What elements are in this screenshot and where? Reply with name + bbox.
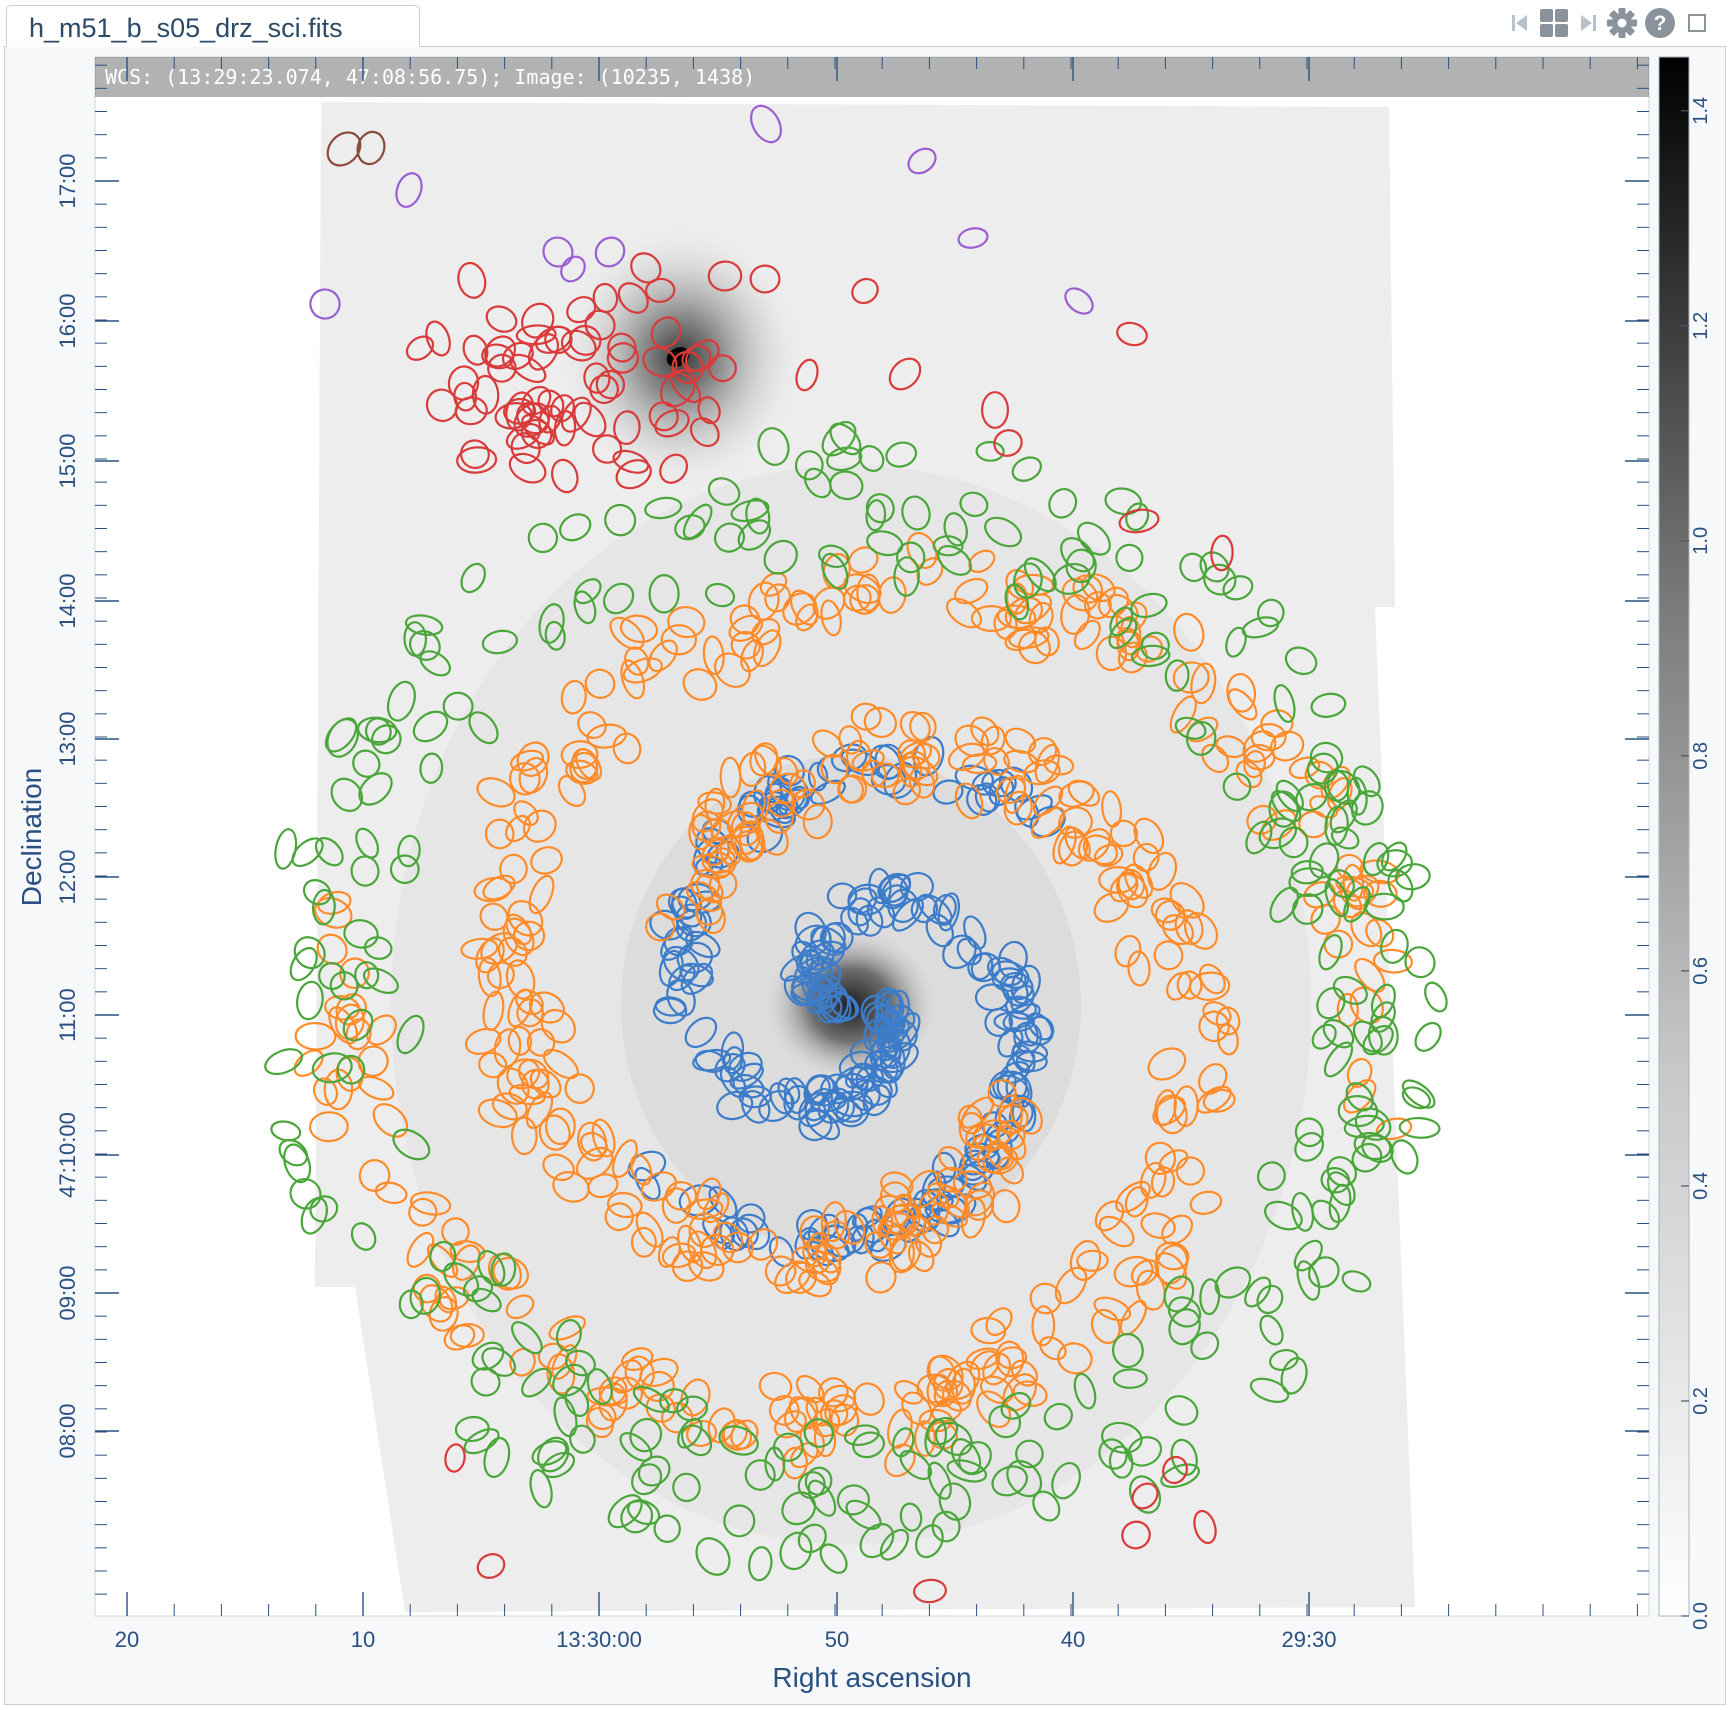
colorbar-tick-label: 0.4 xyxy=(1690,1172,1712,1200)
image-plot: WCS: (13:29:23.074, 47:08:56.75); Image:… xyxy=(5,47,1727,1706)
skip-back-icon[interactable] xyxy=(1506,4,1534,42)
view-toolbar: ? xyxy=(1506,4,1730,42)
x-tick-label: 40 xyxy=(1061,1627,1085,1652)
colorbar-tick-label: 0.6 xyxy=(1690,957,1712,985)
colorbar-tick-label: 0.0 xyxy=(1690,1602,1712,1630)
y-tick-label: 13:00 xyxy=(55,711,80,766)
x-tick-label: 13:30:00 xyxy=(556,1627,642,1652)
image-tab[interactable]: h_m51_b_s05_drz_sci.fits xyxy=(6,5,420,47)
y-tick-label: 16:00 xyxy=(55,293,80,348)
colorbar-tick-label: 0.8 xyxy=(1690,742,1712,770)
y-axis-label: Declination xyxy=(16,768,47,907)
y-tick-label: 47:10:00 xyxy=(55,1112,80,1198)
help-icon[interactable]: ? xyxy=(1642,4,1678,42)
y-tick-label: 15:00 xyxy=(55,433,80,488)
y-tick-label: 09:00 xyxy=(55,1265,80,1320)
y-tick-label: 14:00 xyxy=(55,573,80,628)
gear-icon[interactable] xyxy=(1604,4,1640,42)
wcs-readout: WCS: (13:29:23.074, 47:08:56.75); Image:… xyxy=(105,65,755,89)
y-tick-label: 08:00 xyxy=(55,1403,80,1458)
y-tick-label: 11:00 xyxy=(55,988,80,1041)
colorbar-tick-label: 0.2 xyxy=(1690,1387,1712,1415)
image-viewer-panel: WCS: (13:29:23.074, 47:08:56.75); Image:… xyxy=(4,46,1726,1705)
x-axis-label: Right ascension xyxy=(772,1662,971,1693)
x-tick-labels: 20 10 13:30:00 50 40 29:30 xyxy=(115,1627,1337,1652)
x-tick-label: 50 xyxy=(825,1627,849,1652)
y-tick-label: 17:00 xyxy=(55,153,80,208)
svg-text:?: ? xyxy=(1654,12,1667,35)
x-tick-label: 20 xyxy=(115,1627,139,1652)
colorbar-tick-label: 1.4 xyxy=(1690,97,1712,125)
grid-layout-icon[interactable] xyxy=(1536,4,1572,42)
colorbar xyxy=(1659,57,1689,1616)
colorbar-tick-label: 1.0 xyxy=(1690,527,1712,555)
y-tick-labels: 17:00 16:00 15:00 14:00 13:00 12:00 11:00 47:10… xyxy=(55,153,80,1458)
x-tick-label: 10 xyxy=(351,1627,375,1652)
image-tab-title: h_m51_b_s05_drz_sci.fits xyxy=(29,13,343,44)
colorbar-tick-label: 1.2 xyxy=(1690,312,1712,340)
maximize-icon[interactable] xyxy=(1682,4,1712,42)
skip-forward-icon[interactable] xyxy=(1574,4,1602,42)
x-tick-label: 29:30 xyxy=(1281,1627,1336,1652)
y-tick-label: 12:00 xyxy=(55,849,80,904)
